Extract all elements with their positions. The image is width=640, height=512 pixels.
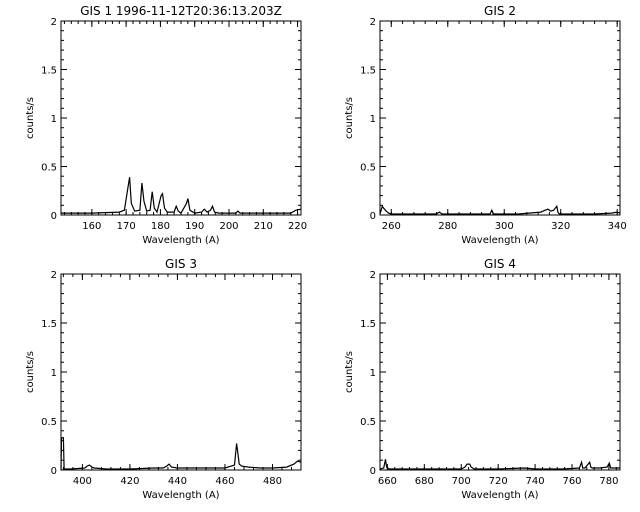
plot-frame	[60, 20, 302, 216]
x-tick-label: 180	[151, 221, 170, 232]
y-tick-label: 1	[51, 368, 57, 379]
panel-3: GIS 3 0 0.5 1 1.5 2 400 420 440 460 480 Wavelength …	[25, 257, 302, 501]
chart-title: GIS 1 1996-11-12T20:36:13.203Z	[80, 4, 282, 18]
y-tick-label: 0.5	[41, 163, 57, 174]
x-axis-label: Wavelength (A)	[142, 235, 219, 246]
panel-1: GIS 1 1996-11-12T20:36:13.203Z00.511.521…	[25, 4, 307, 246]
chart-title: GIS 3	[165, 257, 197, 271]
x-tick-label: 200	[219, 221, 238, 232]
x-tick-label: 280	[438, 221, 457, 232]
x-tick-label: 440	[168, 476, 187, 487]
x-tick-label: 400	[73, 476, 92, 487]
chart-title: GIS 2	[484, 4, 516, 18]
x-axis-label: Wavelength (A)	[461, 490, 538, 501]
spectrum-line	[379, 459, 620, 470]
x-tick-label: 170	[117, 221, 136, 232]
plot-frame	[60, 273, 302, 471]
x-tick-label: 210	[254, 221, 273, 232]
y-tick-label: 0	[51, 211, 57, 222]
y-tick-label: 2	[370, 17, 376, 28]
panel-4: GIS 4 0 0.5 1 1.5 2 660 680 700 720 740 760 780 Wavel…	[344, 257, 621, 501]
y-tick-label: 0	[370, 466, 376, 477]
x-axis-label: Wavelength (A)	[461, 235, 538, 246]
y-tick-label: 1	[370, 368, 376, 379]
y-axis-label: counts/s	[25, 97, 36, 139]
y-tick-label: 0.5	[41, 417, 57, 428]
spectrum-line	[379, 204, 621, 215]
panel-2: GIS 2 0 0.5 1 1.5 2 260 280 300 320 340 Wavelength …	[344, 4, 627, 246]
y-tick-label: 1.5	[41, 66, 57, 77]
x-tick-label: 420	[120, 476, 139, 487]
x-tick-label: 190	[185, 221, 204, 232]
x-tick-label: 260	[382, 221, 401, 232]
y-tick-label: 1	[51, 114, 57, 125]
y-tick-label: 1.5	[360, 319, 376, 330]
plot-frame	[379, 20, 621, 216]
y-axis-label: counts/s	[344, 351, 355, 393]
x-tick-label: 760	[562, 476, 581, 487]
y-axis-label: counts/s	[344, 97, 355, 139]
x-tick-label: 220	[288, 221, 307, 232]
x-tick-label: 460	[215, 476, 234, 487]
x-tick-label: 480	[263, 476, 282, 487]
x-tick-label: 160	[82, 221, 101, 232]
y-tick-label: 0.5	[360, 417, 376, 428]
plot-frame	[379, 273, 621, 471]
spectrum-line	[61, 177, 302, 214]
x-tick-label: 680	[415, 476, 434, 487]
y-tick-label: 1	[370, 114, 376, 125]
x-tick-label: 740	[526, 476, 545, 487]
y-tick-label: 0.5	[360, 163, 376, 174]
chart-title: GIS 4	[484, 257, 516, 271]
x-axis-label: Wavelength (A)	[142, 490, 219, 501]
y-tick-label: 2	[51, 17, 57, 28]
x-tick-label: 300	[495, 221, 514, 232]
y-axis-label: counts/s	[25, 351, 36, 393]
x-tick-label: 780	[599, 476, 618, 487]
y-tick-label: 2	[51, 270, 57, 281]
y-tick-label: 2	[370, 270, 376, 281]
x-tick-label: 660	[378, 476, 397, 487]
x-tick-label: 700	[452, 476, 471, 487]
x-tick-label: 340	[608, 221, 627, 232]
y-tick-label: 0	[370, 211, 376, 222]
y-tick-label: 1.5	[360, 66, 376, 77]
y-tick-label: 1.5	[41, 319, 57, 330]
x-tick-label: 720	[489, 476, 508, 487]
spectrum-line	[60, 437, 302, 471]
x-tick-label: 320	[551, 221, 570, 232]
y-tick-label: 0	[51, 466, 57, 477]
